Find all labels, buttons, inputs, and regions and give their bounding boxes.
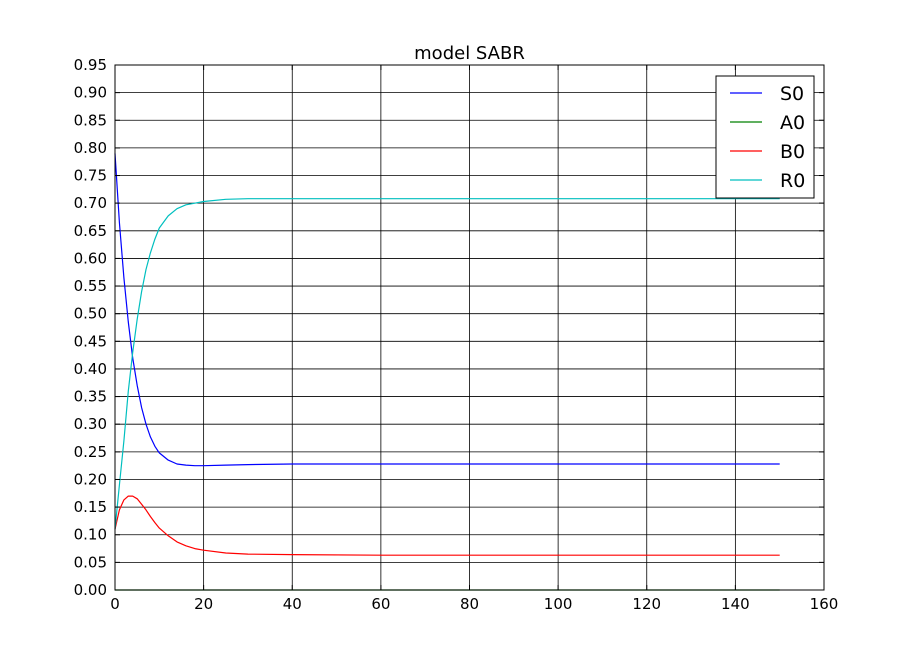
grid-lines bbox=[115, 65, 824, 590]
x-tick-label: 60 bbox=[371, 595, 390, 613]
y-tick-label: 0.00 bbox=[74, 581, 107, 599]
y-tick-label: 0.25 bbox=[74, 443, 107, 461]
x-tick-label: 0 bbox=[110, 595, 120, 613]
y-tick-label: 0.10 bbox=[74, 526, 107, 544]
legend-box bbox=[715, 75, 815, 199]
x-tick-label: 80 bbox=[460, 595, 479, 613]
y-axis-tick-labels: 0.00 0.05 0.10 0.15 0.20 0.25 0.30 0.35 0.40 0.45… bbox=[74, 56, 107, 599]
legend-label-s0: S0 bbox=[780, 83, 804, 105]
y-tick-label: 0.15 bbox=[74, 498, 107, 516]
x-tick-label: 140 bbox=[721, 595, 750, 613]
legend-label-a0: A0 bbox=[780, 112, 805, 134]
x-axis-tick-labels: 0 20 40 60 80 100 120 140 160 bbox=[110, 595, 838, 613]
y-tick-label: 0.40 bbox=[74, 360, 107, 378]
x-tick-label: 120 bbox=[632, 595, 661, 613]
series-line-s0 bbox=[114, 153, 780, 467]
y-tick-label: 0.90 bbox=[74, 84, 107, 102]
x-tick-label: 160 bbox=[810, 595, 839, 613]
y-tick-label: 0.20 bbox=[74, 470, 107, 488]
chart-title: model SABR bbox=[414, 43, 525, 64]
y-tick-label: 0.45 bbox=[74, 332, 107, 350]
y-tick-label: 0.75 bbox=[74, 167, 107, 185]
y-tick-label: 0.70 bbox=[74, 194, 107, 212]
y-tick-label: 0.65 bbox=[74, 222, 107, 240]
x-tick-label: 40 bbox=[283, 595, 302, 613]
legend-label-r0: R0 bbox=[780, 170, 805, 192]
axis-ticks bbox=[114, 64, 825, 591]
x-tick-label: 20 bbox=[194, 595, 213, 613]
y-tick-label: 0.50 bbox=[74, 305, 107, 323]
legend: S0 A0 B0 R0 bbox=[715, 75, 815, 199]
y-tick-label: 0.55 bbox=[74, 277, 107, 295]
y-tick-label: 0.80 bbox=[74, 139, 107, 157]
legend-label-b0: B0 bbox=[780, 141, 805, 163]
series-line-b0 bbox=[114, 495, 780, 556]
series-line-r0 bbox=[114, 198, 780, 530]
y-tick-label: 0.35 bbox=[74, 388, 107, 406]
y-tick-label: 0.95 bbox=[74, 56, 107, 74]
y-tick-label: 0.60 bbox=[74, 249, 107, 267]
y-tick-label: 0.85 bbox=[74, 111, 107, 129]
y-tick-label: 0.05 bbox=[74, 553, 107, 571]
y-tick-label: 0.30 bbox=[74, 415, 107, 433]
x-tick-label: 100 bbox=[544, 595, 573, 613]
